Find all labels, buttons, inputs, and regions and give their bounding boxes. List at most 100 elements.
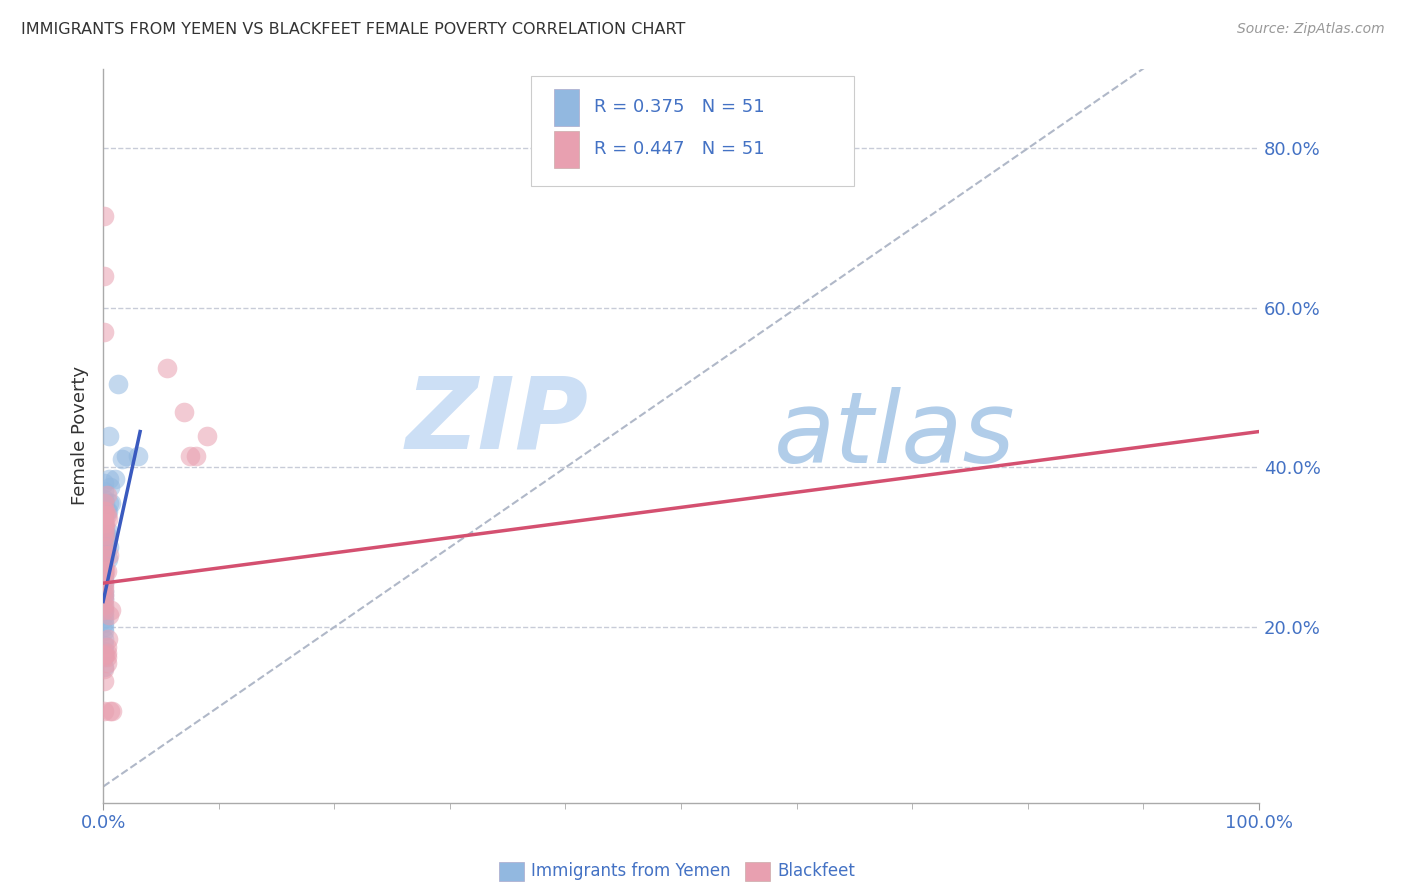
Point [98, 704, 121, 718]
Point [111, 452, 134, 467]
Point [97, 524, 120, 539]
Point [98, 480, 121, 494]
Point [93, 325, 115, 339]
Point [93, 660, 115, 674]
FancyBboxPatch shape [531, 76, 855, 186]
Point [93, 568, 115, 582]
Text: Immigrants from Yemen: Immigrants from Yemen [531, 863, 731, 880]
Point [96, 656, 118, 670]
Point [93, 564, 115, 578]
Point [93, 544, 115, 558]
Point [100, 496, 122, 510]
Point [93, 552, 115, 566]
Point [93, 524, 115, 539]
Point [127, 449, 149, 463]
Point [93, 584, 115, 599]
Point [93, 704, 115, 718]
Point [93, 508, 115, 523]
Text: Source: ZipAtlas.com: Source: ZipAtlas.com [1237, 22, 1385, 37]
Point [93, 560, 115, 574]
Point [93, 552, 115, 566]
Point [97, 632, 120, 646]
Point [93, 504, 115, 518]
Point [93, 209, 115, 223]
Point [96, 508, 118, 523]
Text: Blackfeet: Blackfeet [778, 863, 855, 880]
Point [195, 428, 218, 442]
Point [93, 592, 115, 607]
Point [97, 548, 120, 562]
Point [93, 616, 115, 631]
Point [93, 548, 115, 562]
Point [97, 552, 120, 566]
Point [93, 600, 115, 615]
Point [173, 404, 195, 418]
Point [97, 496, 120, 510]
Point [93, 632, 115, 646]
Text: R = 0.447   N = 51: R = 0.447 N = 51 [595, 140, 765, 158]
Point [97, 472, 120, 486]
Point [96, 640, 118, 654]
Point [93, 576, 115, 591]
Point [104, 472, 127, 486]
Point [115, 449, 138, 463]
Point [93, 608, 115, 623]
Point [93, 602, 115, 616]
Point [93, 648, 115, 662]
Point [94, 564, 117, 578]
Point [94, 496, 117, 510]
Point [93, 504, 115, 518]
Point [93, 588, 115, 602]
Point [93, 644, 115, 658]
Point [93, 560, 115, 574]
Point [97, 533, 120, 547]
Point [93, 496, 115, 510]
Point [93, 528, 115, 542]
Point [93, 548, 115, 562]
Point [93, 598, 115, 612]
Point [93, 580, 115, 594]
Point [96, 504, 118, 518]
Point [96, 646, 118, 660]
Point [94, 528, 117, 542]
Point [93, 576, 115, 591]
Point [94, 648, 117, 662]
Bar [554, 89, 579, 126]
Point [94, 520, 117, 534]
Point [93, 661, 115, 675]
Point [156, 360, 179, 375]
Point [93, 492, 115, 507]
Point [97, 541, 120, 555]
Point [96, 564, 118, 578]
Point [93, 620, 115, 634]
Point [93, 674, 115, 689]
Point [100, 602, 122, 616]
Point [94, 524, 117, 539]
Point [96, 533, 118, 547]
Text: IMMIGRANTS FROM YEMEN VS BLACKFEET FEMALE POVERTY CORRELATION CHART: IMMIGRANTS FROM YEMEN VS BLACKFEET FEMAL… [21, 22, 686, 37]
Point [93, 484, 115, 499]
Point [97, 428, 120, 442]
Text: ZIP: ZIP [405, 372, 589, 469]
Point [93, 612, 115, 626]
Point [97, 608, 120, 623]
Point [93, 533, 115, 547]
Text: atlas: atlas [773, 387, 1015, 484]
Point [93, 588, 115, 602]
Point [94, 504, 117, 518]
Point [96, 528, 118, 542]
Point [93, 520, 115, 534]
Point [93, 568, 115, 582]
Bar [554, 131, 579, 168]
Point [93, 512, 115, 526]
Point [107, 376, 129, 391]
Point [93, 584, 115, 599]
Point [94, 516, 117, 531]
Point [93, 650, 115, 665]
Point [93, 572, 115, 586]
Point [93, 476, 115, 491]
Point [93, 268, 115, 283]
Point [96, 488, 118, 502]
Point [179, 449, 201, 463]
Point [93, 541, 115, 555]
